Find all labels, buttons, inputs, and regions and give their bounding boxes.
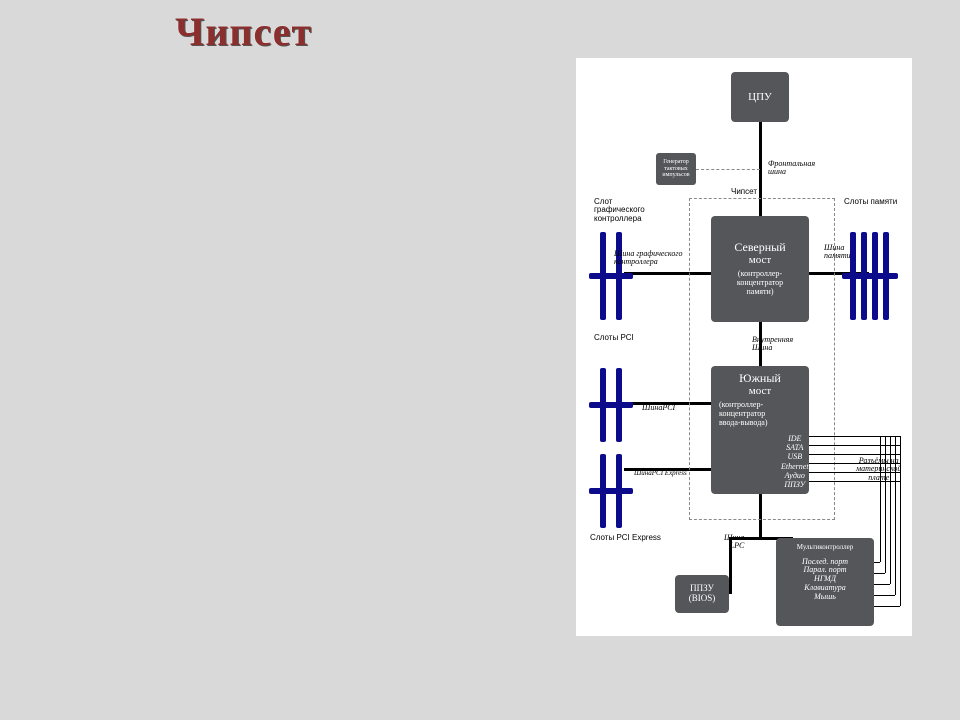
label-pci_bus: ШинаPCI xyxy=(642,404,675,412)
label-mem_bus: Шинапамяти xyxy=(824,244,851,261)
label-pcie_bus: ШинаPCI Express xyxy=(634,470,687,477)
page-title: Чипсет xyxy=(175,8,312,55)
io-line xyxy=(874,573,885,574)
slot-crossbar xyxy=(589,488,633,494)
label-lpc_bus: ШинаLPC xyxy=(724,534,744,551)
slot-label-graphics: Слотграфическогоконтроллера xyxy=(594,198,684,223)
io-line xyxy=(874,606,900,607)
south-io-list: IDESATAUSBEthernetАудиоППЗУ xyxy=(781,434,809,489)
slot-label-pcie: Слоты PCI Express xyxy=(590,534,661,542)
slot-label-memory: Слоты памяти xyxy=(844,198,934,206)
label-chipset: Чипсет xyxy=(731,188,757,196)
label-mb_conn: Разъёмы наматеринскойплате xyxy=(856,457,901,482)
io-line xyxy=(809,445,900,446)
io-line xyxy=(874,562,880,563)
slot-group-pcie xyxy=(600,454,642,528)
slot-group-graphics xyxy=(600,232,642,320)
io-line xyxy=(809,454,900,455)
io-line xyxy=(874,595,895,596)
slot-crossbar xyxy=(842,273,898,279)
node-bios: ППЗУ(BIOS) xyxy=(675,575,729,613)
node-northbridge: Северныймост(контроллер-концентраторпамя… xyxy=(711,216,809,322)
slot-group-pci xyxy=(600,368,642,442)
slot-group-memory xyxy=(850,232,904,320)
label-front_bus: Фронтальнаяшина xyxy=(768,160,815,177)
slot-crossbar xyxy=(589,273,633,279)
label-gfx_bus: Шина графическогоконтроллера xyxy=(614,250,682,267)
slot-label-pci: Слоты PCI xyxy=(594,334,684,342)
io-line xyxy=(874,584,890,585)
node-superio: МультиконтроллерПослед. портПарал. портН… xyxy=(776,538,874,626)
io-line xyxy=(880,436,881,562)
node-clock-generator: Генератортактовыхимпульсов xyxy=(656,153,696,185)
chipset-diagram: СлотграфическогоконтроллераСлоты памятиС… xyxy=(576,58,912,636)
slot-crossbar xyxy=(589,402,633,408)
node-cpu: ЦПУ xyxy=(731,72,789,122)
label-inner_bus: ВнутренняяШина xyxy=(752,336,793,353)
